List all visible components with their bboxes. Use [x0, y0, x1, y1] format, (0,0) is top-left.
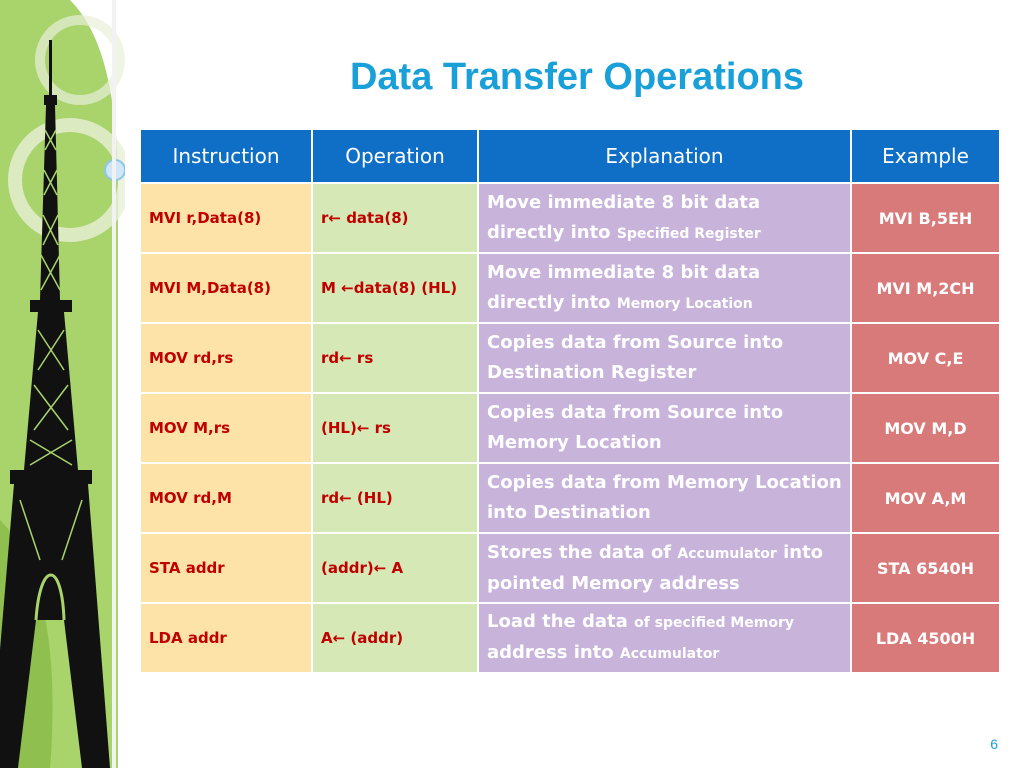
table-row: MVI M,Data(8) M ←data(8) (HL) Move immed… [139, 252, 1001, 324]
data-transfer-table: Instruction Operation Explanation Exampl… [139, 128, 1001, 674]
instruction-cell: MOV rd,rs [139, 322, 313, 394]
explanation-cell: Move immediate 8 bit data directly into … [477, 252, 852, 324]
explanation-text: Copies data from Source into Destination… [487, 332, 784, 383]
instruction-cell: STA addr [139, 532, 313, 604]
table-row: MVI r,Data(8) r← data(8) Move immediate … [139, 182, 1001, 254]
table-row: LDA addr A← (addr) Load the data of spec… [139, 602, 1001, 674]
instruction-cell: LDA addr [139, 602, 313, 674]
instruction-cell: MOV M,rs [139, 392, 313, 464]
instruction-cell: MOV rd,M [139, 462, 313, 534]
explanation-tail-text: into pointed Memory address [487, 541, 824, 594]
table-header-row: Instruction Operation Explanation Exampl… [139, 128, 1001, 184]
explanation-small-text: of specified Memory [634, 615, 795, 631]
example-cell: MVI M,2CH [850, 252, 1001, 324]
page-number: 6 [990, 736, 998, 752]
header-explanation: Explanation [477, 128, 852, 184]
slide-title: Data Transfer Operations [349, 56, 805, 98]
explanation-cell: Stores the data of Accumulator into poin… [477, 532, 852, 604]
instruction-cell: MVI r,Data(8) [139, 182, 313, 254]
header-operation: Operation [311, 128, 479, 184]
explanation-small-text: Accumulator [677, 545, 777, 562]
table-row: STA addr (addr)← A Stores the data of Ac… [139, 532, 1001, 604]
explanation-cell: Copies data from Memory Location into De… [477, 462, 852, 534]
operation-cell: rd← rs [311, 322, 479, 394]
example-cell: LDA 4500H [850, 602, 1001, 674]
eiffel-tower-decoration [0, 0, 125, 768]
operation-cell: A← (addr) [311, 602, 479, 674]
explanation-text: Load the data [487, 611, 635, 632]
instruction-cell: MVI M,Data(8) [139, 252, 313, 324]
operation-cell: (addr)← A [311, 532, 479, 604]
example-cell: MOV A,M [850, 462, 1001, 534]
example-cell: STA 6540H [850, 532, 1001, 604]
header-example: Example [850, 128, 1001, 184]
eiffel-tower-icon [0, 0, 125, 768]
example-cell: MVI B,5EH [850, 182, 1001, 254]
explanation-text: Move immediate 8 bit data directly into [487, 191, 761, 243]
explanation-text: Copies data from Source into Memory Loca… [487, 402, 784, 453]
operation-cell: M ←data(8) (HL) [311, 252, 479, 324]
explanation-cell: Load the data of specified Memory addres… [477, 602, 852, 674]
operation-cell: (HL)← rs [311, 392, 479, 464]
operation-cell: r← data(8) [311, 182, 479, 254]
explanation-text: Stores the data of [487, 541, 678, 563]
explanation-text: Copies data from Memory Location into De… [487, 472, 842, 523]
explanation-cell: Copies data from Source into Memory Loca… [477, 392, 852, 464]
table-row: MOV M,rs (HL)← rs Copies data from Sourc… [139, 392, 1001, 464]
explanation-cell: Move immediate 8 bit data directly into … [477, 182, 852, 254]
explanation-small-text: Memory Location [616, 295, 753, 312]
header-instruction: Instruction [139, 128, 313, 184]
explanation-small-text-2: Accumulator [619, 646, 720, 662]
operation-cell: rd← (HL) [311, 462, 479, 534]
example-cell: MOV C,E [850, 322, 1001, 394]
explanation-tail-text: address into [487, 642, 620, 663]
example-cell: MOV M,D [850, 392, 1001, 464]
table-row: MOV rd,rs rd← rs Copies data from Source… [139, 322, 1001, 394]
explanation-cell: Copies data from Source into Destination… [477, 322, 852, 394]
table-row: MOV rd,M rd← (HL) Copies data from Memor… [139, 462, 1001, 534]
explanation-small-text: Specified Register [616, 225, 761, 242]
explanation-text: Move immediate 8 bit data directly into [487, 261, 761, 313]
